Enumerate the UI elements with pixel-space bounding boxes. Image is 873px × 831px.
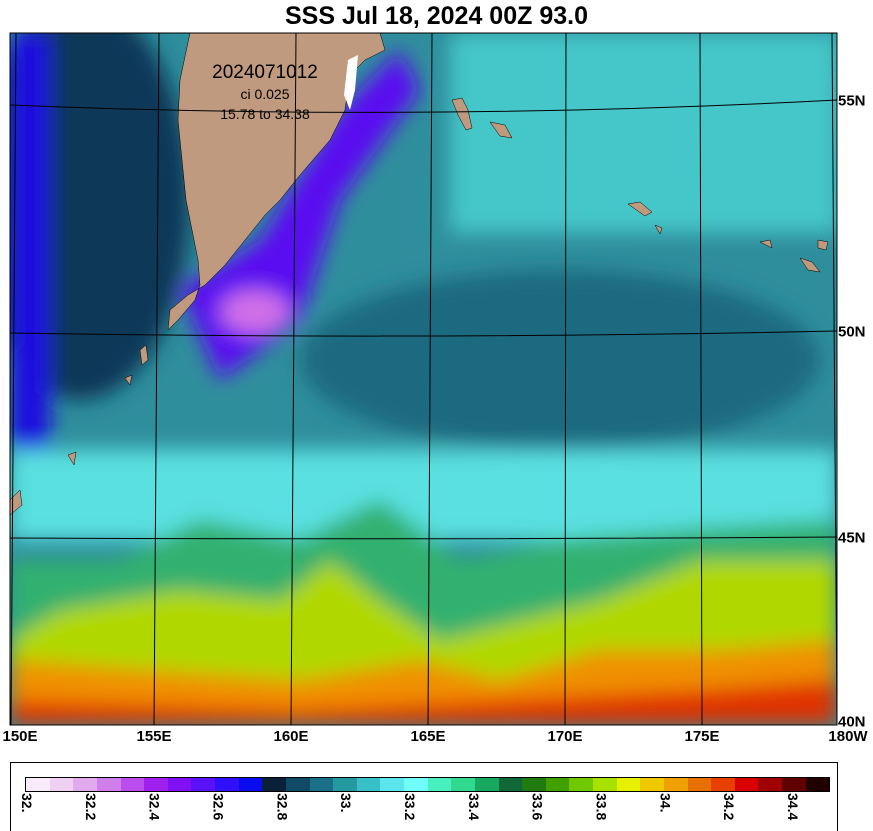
colorbar-swatch <box>238 778 263 791</box>
colorbar-panel: 32. 32.2 32.4 32.6 32.8 33. 33.2 33.4 33.6 33.8 34… <box>10 762 838 831</box>
run-info: 2024071012 ci 0.025 15.78 to 34.38 <box>190 62 340 124</box>
colorbar-tick-label: 33. <box>338 793 355 813</box>
colorbar-swatch <box>640 778 664 791</box>
red-band <box>10 680 837 725</box>
value-range: 15.78 to 34.38 <box>220 106 310 122</box>
colorbar-tick-label: 33.2 <box>402 793 418 821</box>
colorbar-swatch <box>49 778 74 791</box>
colorbar-tick-label: 34.2 <box>721 793 738 821</box>
colorbar-swatch <box>120 778 145 791</box>
colorbar-swatch <box>545 778 570 791</box>
salinity-map <box>9 32 838 726</box>
colorbar-swatch <box>734 778 759 791</box>
colorbar-swatch <box>569 778 593 791</box>
lat-label: 45N <box>838 529 866 547</box>
colorbar-tick-label: 32.4 <box>146 793 163 821</box>
colorbar-swatch <box>333 778 357 791</box>
cyan-front <box>10 450 837 540</box>
colorbar-swatch <box>593 778 617 791</box>
colorbar-swatch <box>356 778 381 791</box>
colorbar-tick-label: 34. <box>657 793 674 813</box>
colorbar-tick-label: 33.8 <box>593 793 610 821</box>
lon-label: 150E <box>2 728 38 745</box>
colorbar-swatch <box>380 778 404 791</box>
colorbar-tick-label: 32.6 <box>210 793 227 821</box>
contour-interval: ci 0.025 <box>240 86 290 102</box>
lat-label: 55N <box>838 92 866 110</box>
colorbar-swatch <box>782 778 806 791</box>
colorbar-tick-label: 34.4 <box>785 793 801 821</box>
colorbar-swatch <box>96 778 121 791</box>
colorbar-swatch <box>522 778 546 791</box>
colorbar-swatch <box>144 778 168 791</box>
colorbar-swatch <box>73 778 97 791</box>
map-title: SSS Jul 18, 2024 00Z 93.0 <box>285 2 588 30</box>
colorbar-swatch <box>687 778 712 791</box>
colorbar-swatch <box>285 778 310 791</box>
upper-right-cyan-region <box>450 33 837 233</box>
colorbar-swatch <box>758 778 782 791</box>
white-fresh-plume <box>344 55 358 110</box>
colorbar-swatch <box>427 778 452 791</box>
lon-label: 160E <box>273 728 309 745</box>
lat-label: 40N <box>838 713 866 731</box>
colorbar-swatch <box>262 778 286 791</box>
lat-label: 50N <box>838 323 866 341</box>
colorbar-tick-label: 32. <box>19 793 35 813</box>
colorbar-tick-label: 32.2 <box>82 793 99 821</box>
colorbar-swatch <box>805 778 830 791</box>
colorbar-swatch <box>215 778 239 791</box>
colorbar-swatch <box>167 778 192 791</box>
lon-label: 175E <box>684 728 720 745</box>
graticule <box>10 33 837 725</box>
colorbar-swatch <box>451 778 475 791</box>
colorbar-swatch <box>663 778 688 791</box>
colorbar-tick-label: 32.8 <box>274 793 291 821</box>
colorbar-tick-label: 33.6 <box>529 793 546 821</box>
western-dark-region <box>10 33 190 400</box>
colorbar-swatch <box>404 778 428 791</box>
lon-label: 170E <box>547 728 583 745</box>
lon-label: 180W <box>828 728 868 745</box>
colorbar-swatch <box>309 778 334 791</box>
colorbar-swatch <box>711 778 735 791</box>
run-id: 2024071012 <box>212 62 318 83</box>
colorbar-tick-label: 33.4 <box>465 793 482 821</box>
lon-label: 155E <box>136 728 172 745</box>
colorbar-swatch <box>26 778 50 791</box>
colorbar-swatch <box>616 778 641 791</box>
eddy-pink <box>220 290 290 334</box>
colorbar-swatch <box>498 778 523 791</box>
colorbar-swatch <box>191 778 215 791</box>
lon-label: 165E <box>410 728 446 745</box>
colorbar <box>25 777 830 792</box>
central-darker-region <box>300 270 820 450</box>
colorbar-swatch <box>474 778 499 791</box>
